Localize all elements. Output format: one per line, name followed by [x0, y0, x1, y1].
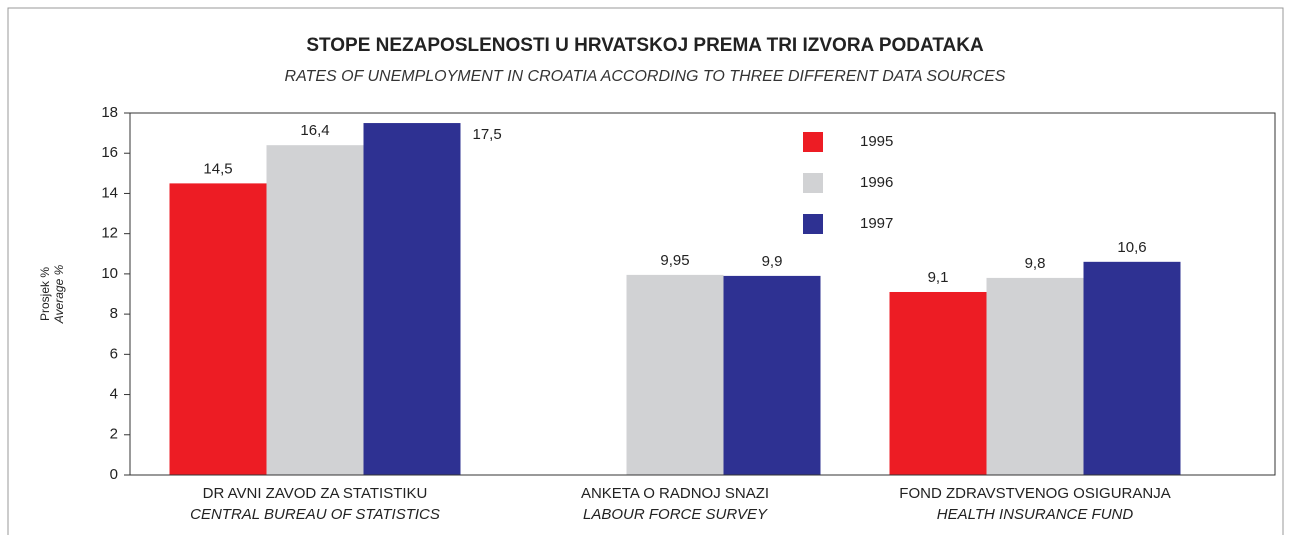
y-axis-label-en: Average % [52, 264, 66, 324]
y-tick-label: 16 [101, 144, 118, 161]
y-tick-label: 12 [101, 225, 118, 242]
y-tick-label: 18 [101, 104, 118, 121]
x-tick-label: ANKETA O RADNOJ SNAZI [581, 485, 769, 502]
value-label: 9,1 [928, 269, 949, 286]
x-tick-label: DR AVNI ZAVOD ZA STATISTIKU [203, 485, 428, 502]
y-tick-label: 4 [110, 386, 118, 403]
chart-title: STOPE NEZAPOSLENOSTI U HRVATSKOJ PREMA T… [306, 35, 984, 56]
value-label: 17,5 [473, 126, 502, 143]
y-tick-label: 8 [110, 305, 118, 322]
value-label: 14,5 [203, 160, 232, 177]
y-tick-label: 10 [101, 265, 118, 282]
legend-label: 1995 [860, 133, 893, 150]
legend-label: 1996 [860, 174, 893, 191]
y-tick-label: 0 [110, 466, 118, 483]
value-label: 9,8 [1025, 255, 1046, 272]
y-tick-label: 2 [110, 426, 118, 443]
legend-swatch [803, 173, 823, 193]
x-tick-sublabel: HEALTH INSURANCE FUND [937, 506, 1134, 523]
legend-label: 1997 [860, 215, 893, 232]
legend-swatch [803, 214, 823, 234]
bar [363, 123, 461, 476]
y-axis-label: Prosjek % [38, 267, 52, 321]
bar [626, 274, 724, 475]
x-tick-label: FOND ZDRAVSTVENOG OSIGURANJA [899, 485, 1170, 502]
legend-swatch [803, 132, 823, 152]
bar [169, 183, 267, 475]
value-label: 16,4 [300, 122, 329, 139]
bar [889, 291, 987, 475]
value-label: 9,95 [660, 252, 689, 269]
y-tick-label: 14 [101, 184, 118, 201]
bar [266, 145, 364, 475]
value-label: 10,6 [1117, 239, 1146, 256]
bar [986, 277, 1084, 475]
chart-subtitle: RATES OF UNEMPLOYMENT IN CROATIA ACCORDI… [285, 68, 1006, 85]
value-label: 9,9 [762, 253, 783, 270]
x-tick-sublabel: LABOUR FORCE SURVEY [583, 506, 768, 523]
bar [1083, 261, 1181, 475]
bar [723, 275, 821, 475]
y-tick-label: 6 [110, 345, 118, 362]
frame [7, 7, 1284, 535]
x-tick-sublabel: CENTRAL BUREAU OF STATISTICS [190, 506, 440, 523]
